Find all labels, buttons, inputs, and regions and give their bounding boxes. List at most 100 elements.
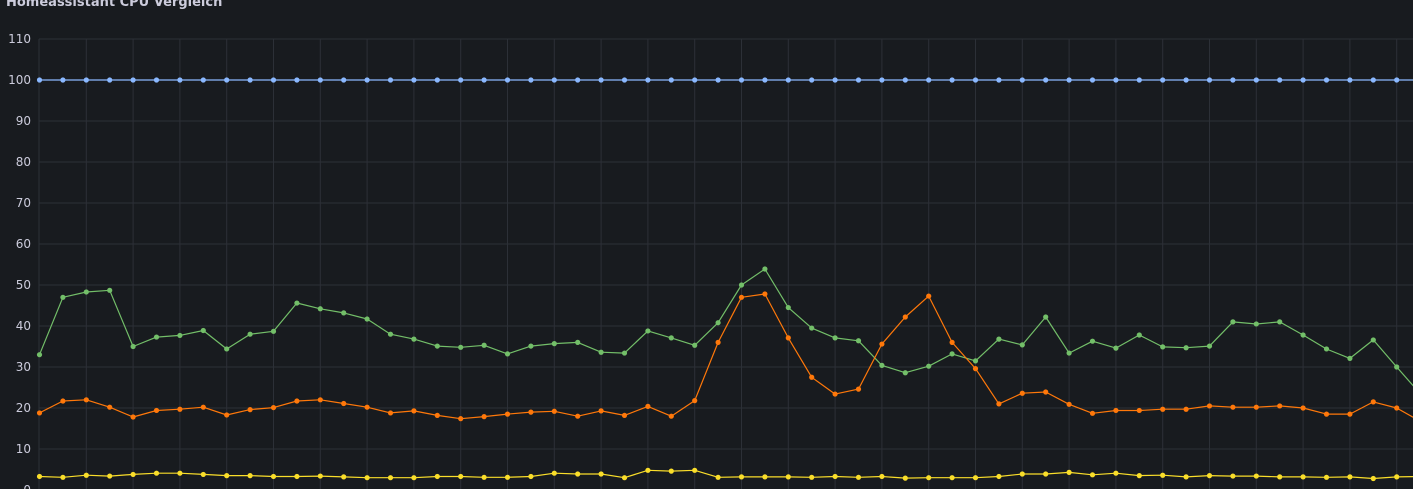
data-point[interactable] [1136,77,1142,83]
data-point[interactable] [458,473,464,480]
data-point[interactable] [504,77,511,83]
data-point[interactable] [387,475,394,481]
data-point[interactable] [387,331,394,337]
data-point[interactable] [598,349,604,355]
data-point[interactable] [1136,407,1142,414]
data-point[interactable] [317,77,323,83]
data-point[interactable] [949,351,955,357]
data-point[interactable] [575,471,581,477]
data-point[interactable] [1160,344,1166,350]
data-point[interactable] [1136,473,1142,479]
data-point[interactable] [926,77,932,83]
data-point[interactable] [1183,77,1189,83]
data-point[interactable] [177,470,183,476]
data-point[interactable] [1277,77,1283,83]
panel-title[interactable]: Homeassistant CPU Vergleich [6,0,223,10]
data-point[interactable] [575,413,581,419]
data-point[interactable] [809,474,815,480]
data-point[interactable] [1089,472,1096,478]
data-point[interactable] [645,77,651,83]
data-point[interactable] [996,401,1002,407]
data-point[interactable] [1136,332,1142,338]
data-point[interactable] [270,328,277,334]
data-point[interactable] [36,77,43,83]
data-point[interactable] [60,294,66,300]
data-point[interactable] [762,77,768,83]
data-point[interactable] [1089,338,1096,344]
data-point[interactable] [715,77,721,83]
data-point[interactable] [107,287,113,293]
data-point[interactable] [668,335,674,341]
data-point[interactable] [1113,77,1119,83]
data-point[interactable] [1370,475,1376,482]
data-point[interactable] [411,77,417,83]
data-point[interactable] [270,473,277,480]
data-point[interactable] [528,473,534,480]
data-point[interactable] [832,77,838,83]
data-point[interactable] [60,398,66,404]
data-point[interactable] [1230,77,1236,83]
data-point[interactable] [1230,319,1236,325]
data-point[interactable] [738,77,745,83]
data-point[interactable] [528,77,534,83]
data-point[interactable] [1253,77,1259,83]
data-point[interactable] [36,410,43,416]
data-point[interactable] [879,473,885,480]
data-point[interactable] [83,397,89,403]
data-point[interactable] [645,328,651,334]
data-point[interactable] [1300,332,1306,338]
data-point[interactable] [1019,77,1025,83]
data-point[interactable] [1347,355,1353,361]
data-point[interactable] [130,77,136,83]
data-point[interactable] [528,409,534,415]
data-point[interactable] [902,475,908,481]
data-point[interactable] [645,467,651,473]
data-point[interactable] [341,400,347,407]
data-point[interactable] [1370,337,1376,343]
data-point[interactable] [1183,345,1189,351]
data-point[interactable] [785,77,791,83]
data-point[interactable] [1277,319,1283,325]
data-point[interactable] [621,350,628,356]
data-point[interactable] [902,314,908,320]
data-point[interactable] [1253,473,1259,479]
data-point[interactable] [481,342,487,348]
data-point[interactable] [247,473,253,479]
data-point[interactable] [926,475,932,481]
data-point[interactable] [855,386,862,392]
data-point[interactable] [832,391,838,397]
data-point[interactable] [247,77,253,83]
data-point[interactable] [645,403,651,409]
data-point[interactable] [83,472,89,478]
data-point[interactable] [809,325,815,331]
data-point[interactable] [481,414,487,420]
data-point[interactable] [341,77,347,83]
data-point[interactable] [855,474,862,480]
data-point[interactable] [1230,473,1236,479]
data-point[interactable] [996,77,1002,83]
data-point[interactable] [1370,399,1376,405]
data-point[interactable] [692,77,698,83]
data-point[interactable] [1347,411,1353,417]
data-point[interactable] [949,475,955,481]
data-point[interactable] [855,338,862,344]
data-point[interactable] [1394,77,1400,83]
data-point[interactable] [200,327,206,334]
data-point[interactable] [411,408,417,414]
data-point[interactable] [551,77,557,83]
data-point[interactable] [832,473,838,480]
data-point[interactable] [1113,345,1119,351]
data-point[interactable] [1394,364,1400,370]
series-line-0[interactable] [38,268,1413,394]
data-point[interactable] [1394,405,1400,411]
data-point[interactable] [364,404,370,410]
data-point[interactable] [504,351,511,357]
data-point[interactable] [1300,77,1306,83]
data-point[interactable] [1019,471,1025,477]
series-line-1[interactable] [39,293,1413,421]
data-point[interactable] [551,408,557,414]
data-point[interactable] [1300,405,1306,411]
data-point[interactable] [1394,474,1400,480]
data-point[interactable] [153,470,160,476]
data-point[interactable] [1277,474,1283,480]
